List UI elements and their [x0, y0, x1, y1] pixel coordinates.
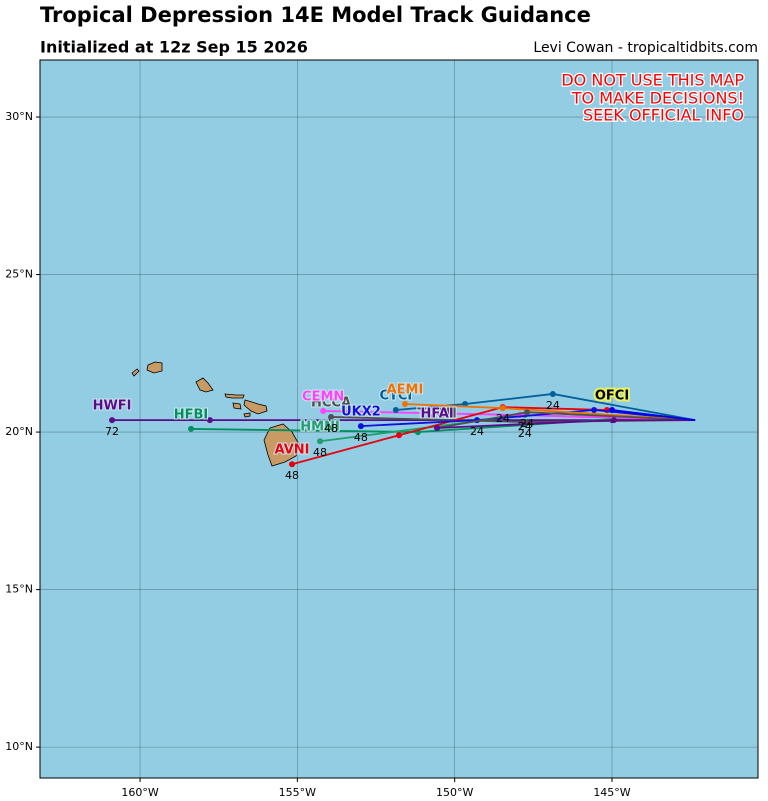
track-point [289, 461, 296, 468]
map-frame [39, 59, 759, 779]
track-point [462, 401, 469, 408]
model-label: CTCI [379, 389, 412, 404]
track-point [328, 413, 335, 420]
track-line [611, 409, 696, 421]
tracks [109, 390, 696, 468]
x-tick-label: 150°W [436, 786, 473, 799]
x-tick-label: 145°W [593, 786, 630, 799]
island [131, 368, 140, 377]
hour-label: 48 [324, 422, 338, 435]
chart-title: Tropical Depression 14E Model Track Guid… [40, 3, 591, 27]
land [131, 361, 301, 467]
track-point [317, 438, 324, 445]
hour-label: 48 [285, 469, 299, 482]
x-tick-label: 155°W [279, 786, 316, 799]
warning: TO MAKE DECISIONS! [571, 89, 744, 108]
y-tick-label: 30°N [5, 110, 33, 123]
island [243, 412, 251, 418]
island [224, 393, 245, 399]
model-label: HWFI [93, 399, 132, 414]
y-tick-label: 10°N [5, 740, 33, 753]
island [263, 423, 301, 467]
model-label: CEMN [302, 389, 344, 404]
track-point [109, 417, 116, 424]
track-point [206, 417, 213, 424]
hour-label: 24 [546, 399, 560, 412]
track-point [524, 409, 531, 416]
model-label: HMNI [300, 420, 340, 435]
model-label: HCCA [311, 395, 351, 410]
grid [40, 60, 758, 778]
hour-label: 24 [470, 425, 484, 438]
hour-label: 72 [105, 425, 119, 438]
track-point [357, 423, 364, 430]
track-point [188, 425, 195, 432]
model-label: TVCN [417, 406, 456, 421]
track-point [401, 401, 408, 408]
track-point [396, 432, 402, 439]
island [243, 399, 268, 415]
track-point [609, 407, 616, 414]
hour-label: 48 [313, 446, 327, 459]
y-tick-label: 15°N [5, 583, 33, 596]
model-label: AVNI [275, 443, 310, 458]
track-point [434, 424, 441, 431]
island [232, 402, 242, 410]
model-label: HFAI [420, 406, 453, 421]
hour-label: 24 [520, 417, 534, 430]
model-label: UKX2 [341, 405, 381, 420]
warning: SEEK OFFICIAL INFO [583, 106, 744, 125]
track-point [392, 407, 399, 414]
model-label: AEMI [387, 383, 424, 398]
track-point [320, 407, 327, 414]
chart-subtitle: Initialized at 12z Sep 15 2026 [40, 38, 308, 57]
hour-label: 24 [518, 420, 532, 433]
hour-label: 24 [518, 427, 532, 440]
track-line [395, 393, 696, 421]
track-line [360, 409, 696, 427]
track-point [610, 417, 617, 424]
track-point [549, 390, 556, 397]
hour-label: 48 [354, 431, 368, 444]
island [195, 377, 214, 393]
credit: Levi Cowan - tropicaltidbits.com [533, 40, 758, 56]
hour-label: 24 [496, 412, 510, 425]
model-label: HFBI [174, 407, 209, 422]
track-point [499, 405, 506, 412]
track-point [591, 407, 598, 414]
x-tick-label: 160°W [121, 786, 158, 799]
warning: DO NOT USE THIS MAP [561, 71, 744, 90]
model-label: OFCI [595, 389, 629, 404]
y-tick-label: 25°N [5, 268, 33, 281]
y-tick-label: 20°N [5, 425, 33, 438]
island [146, 361, 163, 374]
